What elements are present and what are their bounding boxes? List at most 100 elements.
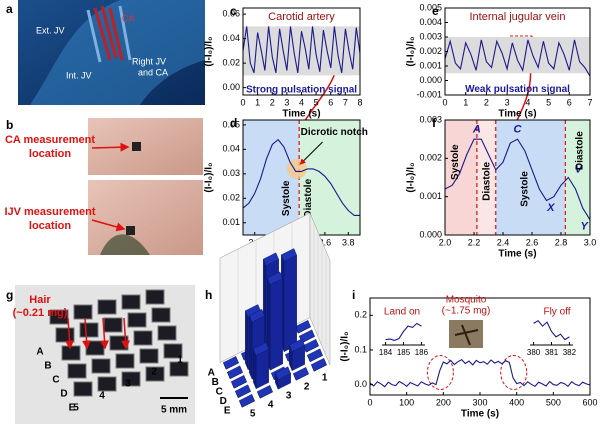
- bar-top: [223, 356, 239, 370]
- sensor-cell: [157, 325, 177, 341]
- x-tick-label: 186: [415, 348, 429, 357]
- x-tick-label: 2.4: [497, 237, 510, 247]
- annotation: Y: [581, 220, 590, 232]
- panel-label: e: [432, 4, 439, 18]
- annotation: Systole: [519, 171, 530, 207]
- annotation: Diastole: [482, 161, 493, 200]
- x-tick-label: 500: [546, 397, 561, 407]
- transition-ring: [426, 354, 454, 390]
- x-tick-label: 7: [343, 97, 348, 107]
- x-tick-label: 380: [527, 348, 541, 357]
- x-tick-label: 6: [328, 97, 333, 107]
- col-label: 3: [125, 379, 131, 390]
- annotation: C: [514, 123, 523, 135]
- region: [565, 120, 590, 235]
- annotation: Systole: [281, 180, 292, 216]
- sensor-cell: [127, 312, 147, 328]
- sensor-cell: [121, 294, 141, 310]
- veins: [86, 5, 132, 63]
- x-tick-label: 0: [442, 97, 447, 107]
- annotation: Diastole: [574, 131, 585, 170]
- bar-top: [275, 366, 291, 380]
- x-tick-label: 4: [525, 97, 530, 107]
- panel-label: a: [6, 2, 13, 16]
- arrow: [91, 219, 126, 232]
- hair-arrow: [65, 317, 74, 350]
- x-axis-label: Time (s): [461, 409, 499, 420]
- bar-top: [267, 271, 283, 285]
- bar-top: [307, 348, 323, 362]
- x-tick-label: 0: [367, 397, 372, 407]
- sensor-cell: [121, 371, 141, 387]
- y-tick-label: 0.003: [419, 114, 442, 124]
- y-tick-label: 0.000: [419, 75, 442, 85]
- x-tick-label: 5: [546, 97, 551, 107]
- bar-front: [255, 348, 269, 390]
- mosquito: [454, 324, 479, 346]
- y-axis-label: (I-I₀)/I₀: [340, 331, 351, 361]
- a-label: Int. JV: [66, 70, 92, 80]
- row-label: B: [44, 361, 51, 372]
- ca-photo: [88, 118, 203, 175]
- x-tick-label: 3: [505, 97, 510, 107]
- y-tick-label: 0.001: [419, 60, 442, 70]
- panel-label: b: [6, 118, 13, 132]
- sensor-cell: [115, 353, 135, 369]
- a-label: and CA: [138, 67, 168, 77]
- x-tick-label: 3: [284, 97, 289, 107]
- bar-top: [289, 338, 305, 352]
- panel-label: d: [230, 116, 237, 130]
- bar-top: [311, 358, 327, 372]
- data-line: [444, 138, 591, 220]
- panel-label: f: [432, 116, 437, 130]
- y-tick-label: 0.05: [222, 119, 240, 129]
- annotation: V: [575, 164, 584, 176]
- data-line: [533, 319, 570, 341]
- y-axis-label: (I-I₀)/I₀: [406, 36, 417, 66]
- y-axis-label: (I-I₀)/I₀: [406, 162, 417, 192]
- panel-label: i: [352, 288, 355, 302]
- x-tick-label: 2: [484, 97, 489, 107]
- annotation: A: [472, 123, 481, 135]
- y-tick-label: 0.000: [419, 229, 442, 239]
- annotation: Diastole: [303, 178, 314, 217]
- band: [445, 37, 590, 74]
- data-line: [369, 359, 591, 388]
- y-tick-label: 0.1: [354, 344, 367, 354]
- a-label: Right JV: [132, 56, 166, 66]
- sensor-cell: [145, 366, 165, 382]
- b-label: IJV measurement: [4, 206, 95, 218]
- col-label: 2: [151, 367, 157, 378]
- sensor-cell: [73, 381, 93, 397]
- ijv-photo: [88, 180, 203, 255]
- sensor-cell: [139, 348, 159, 364]
- sensor-cell: [151, 307, 171, 323]
- x-tick-label: 2.6: [526, 237, 539, 247]
- bar-top: [293, 367, 309, 381]
- row-label: A: [36, 347, 43, 358]
- col-label: 5: [250, 409, 256, 420]
- hair-arrow: [82, 317, 91, 350]
- row-label: B: [212, 377, 219, 388]
- hair-label: Hair: [29, 294, 51, 306]
- y-tick-label: 0.02: [222, 193, 240, 203]
- bar-top: [227, 365, 243, 379]
- b-label: location: [29, 148, 71, 160]
- sensor-cell: [85, 340, 105, 356]
- data-line: [385, 322, 422, 341]
- bar-top: [263, 252, 279, 266]
- bar-top: [303, 339, 319, 353]
- row-label: C: [216, 386, 223, 397]
- sensor-cell: [97, 376, 117, 392]
- x-tick-label: 7: [587, 97, 592, 107]
- y-tick-label: 0.02: [222, 58, 240, 68]
- sensor-cell: [55, 327, 75, 343]
- x-tick-label: 200: [436, 397, 451, 407]
- sensor-cell: [91, 358, 111, 374]
- x-tick-label: 3.6: [319, 237, 332, 247]
- region: [445, 120, 477, 235]
- y-axis-label: (I-I₀)/I₀: [204, 162, 215, 192]
- notch-pointer: [299, 141, 323, 165]
- panel-label: c: [230, 4, 237, 18]
- row-label: D: [220, 396, 227, 407]
